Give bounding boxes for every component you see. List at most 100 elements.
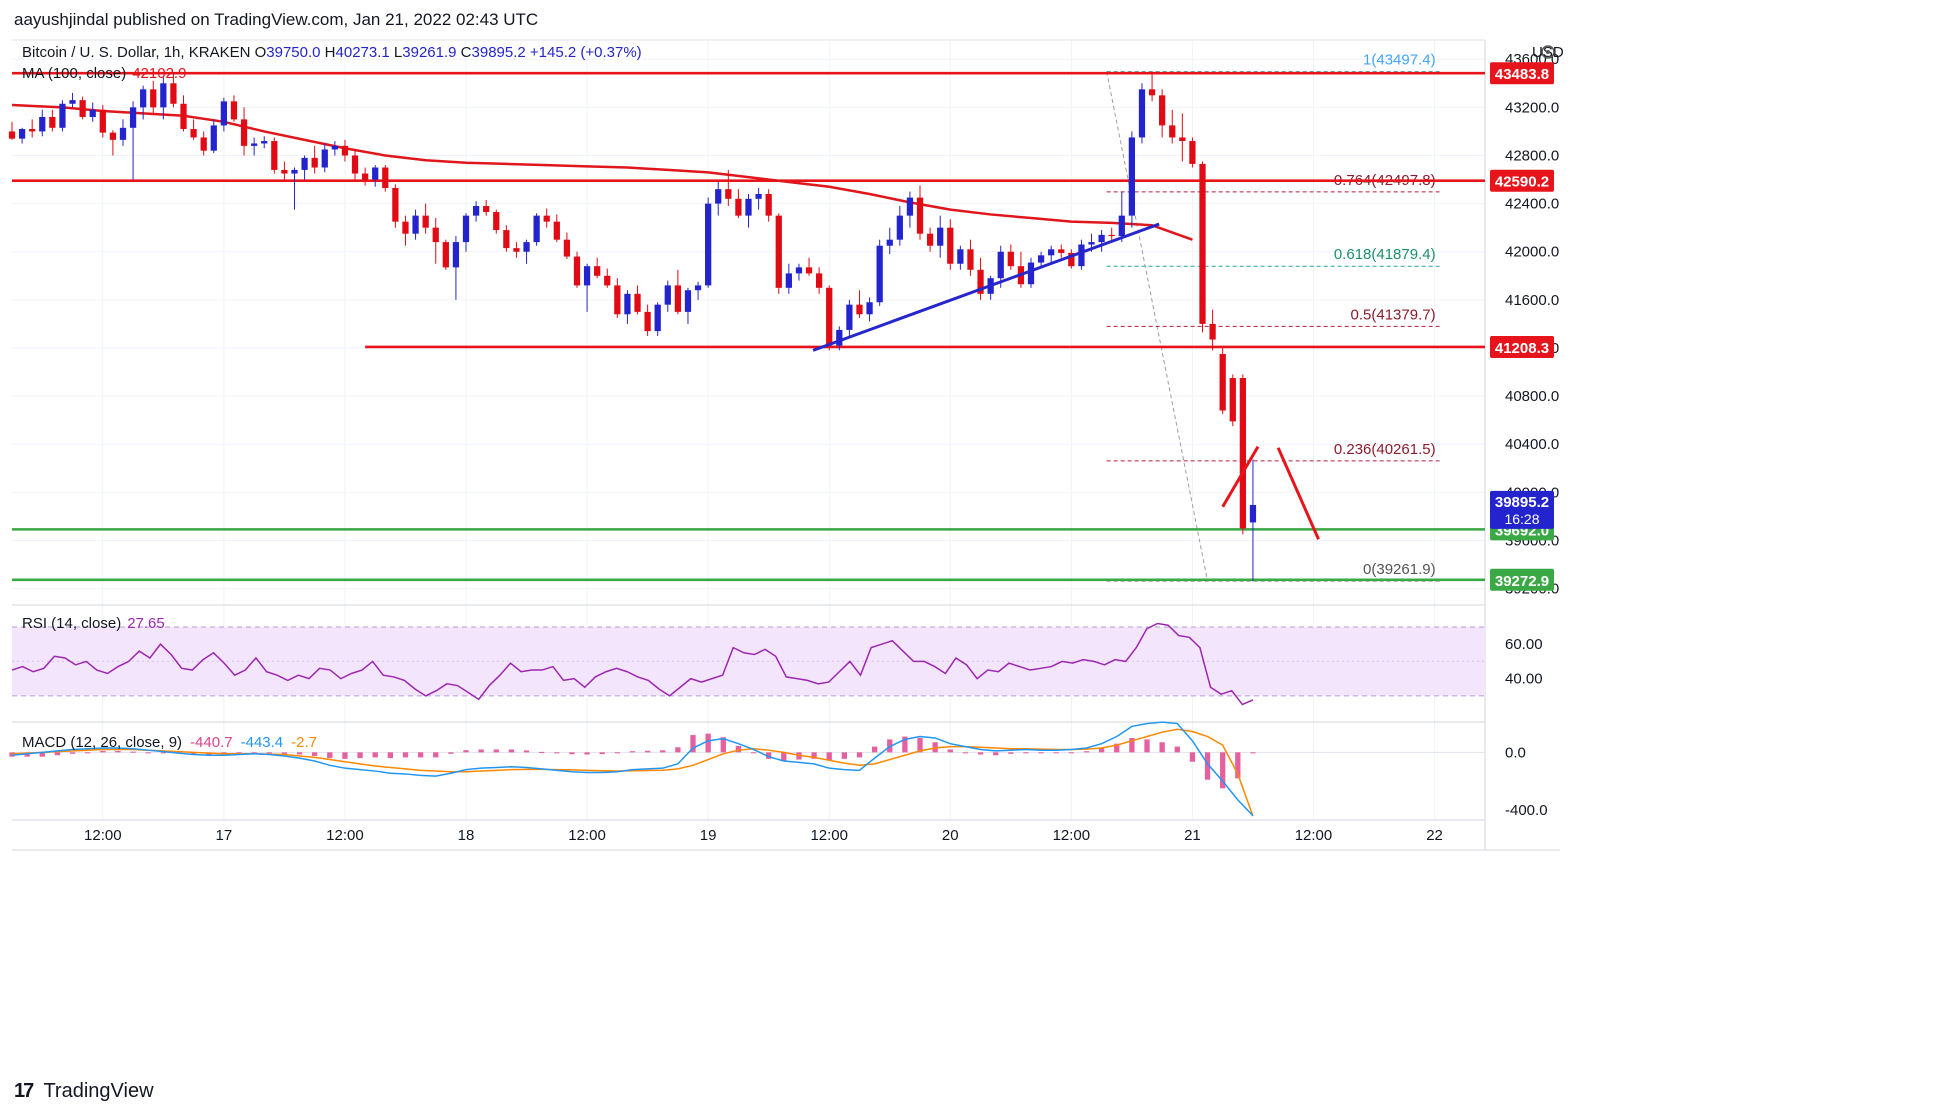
candle[interactable]	[49, 109, 56, 132]
candle[interactable]	[563, 232, 571, 259]
candle[interactable]	[735, 189, 742, 219]
candle[interactable]	[805, 257, 813, 276]
candle[interactable]	[462, 213, 470, 252]
candle[interactable]	[513, 242, 520, 258]
candle[interactable]	[906, 191, 914, 228]
candle[interactable]	[170, 73, 177, 108]
candle[interactable]	[271, 137, 278, 174]
candle[interactable]	[140, 85, 147, 120]
resistance-price-tag[interactable]: 43483.8	[1490, 62, 1554, 85]
symbol-legend[interactable]: Bitcoin / U. S. Dollar, 1h, KRAKEN O3975…	[22, 44, 642, 61]
candle[interactable]	[755, 187, 762, 210]
candle[interactable]	[160, 76, 167, 120]
candle[interactable]	[372, 165, 379, 187]
candle[interactable]	[240, 107, 248, 156]
candle[interactable]	[281, 161, 288, 180]
candle[interactable]	[705, 197, 712, 288]
candle[interactable]	[1229, 374, 1236, 427]
candle[interactable]	[937, 215, 944, 258]
tradingview-brand[interactable]: 17 TradingView	[14, 1080, 154, 1103]
candle[interactable]	[412, 209, 419, 240]
candle[interactable]	[59, 100, 66, 132]
candle[interactable]	[220, 97, 227, 132]
candle[interactable]	[523, 239, 530, 264]
candle[interactable]	[916, 185, 924, 240]
candle[interactable]	[604, 268, 611, 288]
candle[interactable]	[1017, 251, 1025, 288]
candle[interactable]	[1098, 230, 1105, 252]
candle[interactable]	[1128, 131, 1136, 228]
candle[interactable]	[1138, 83, 1146, 144]
candle[interactable]	[1209, 309, 1216, 351]
candle[interactable]	[109, 130, 117, 156]
candle[interactable]	[503, 225, 510, 252]
candle[interactable]	[947, 219, 954, 270]
candle[interactable]	[553, 214, 560, 243]
candle[interactable]	[775, 213, 782, 294]
candle[interactable]	[614, 278, 621, 318]
candle[interactable]	[684, 287, 692, 324]
candle[interactable]	[119, 119, 127, 146]
projection-segment[interactable]	[1221, 445, 1260, 508]
candle[interactable]	[190, 119, 197, 140]
candle[interactable]	[1058, 244, 1065, 258]
candle[interactable]	[856, 290, 863, 318]
candle[interactable]	[251, 137, 258, 156]
candle[interactable]	[674, 269, 682, 315]
candle[interactable]	[150, 80, 157, 114]
candle[interactable]	[745, 193, 752, 228]
candle[interactable]	[291, 167, 298, 210]
candle[interactable]	[654, 302, 661, 336]
candle[interactable]	[442, 239, 449, 270]
candle[interactable]	[896, 206, 903, 246]
candle[interactable]	[39, 109, 46, 137]
candle[interactable]	[422, 203, 429, 234]
candle[interactable]	[1037, 251, 1045, 267]
candle[interactable]	[876, 239, 883, 306]
candle[interactable]	[644, 304, 651, 336]
candle[interactable]	[493, 209, 500, 234]
candle[interactable]	[79, 96, 86, 120]
candle[interactable]	[331, 141, 338, 156]
candle[interactable]	[89, 102, 96, 122]
ma-legend[interactable]: MA (100, close) 42102.9	[22, 65, 186, 82]
candle[interactable]	[230, 95, 238, 122]
candle[interactable]	[1108, 227, 1115, 243]
candle[interactable]	[69, 92, 76, 108]
candle[interactable]	[180, 95, 187, 132]
candle[interactable]	[402, 215, 409, 246]
candle[interactable]	[795, 263, 803, 281]
candle[interactable]	[967, 239, 974, 276]
candle[interactable]	[815, 267, 823, 294]
candle[interactable]	[483, 199, 490, 216]
candle[interactable]	[886, 227, 893, 255]
candle[interactable]	[1159, 89, 1166, 138]
candle[interactable]	[1189, 137, 1196, 168]
candle[interactable]	[926, 227, 934, 252]
candle[interactable]	[846, 299, 853, 336]
candle[interactable]	[1078, 239, 1085, 270]
candle[interactable]	[1219, 347, 1226, 415]
candle[interactable]	[8, 121, 16, 140]
candle[interactable]	[210, 119, 217, 154]
candle[interactable]	[634, 285, 641, 315]
candle[interactable]	[472, 201, 480, 222]
candle[interactable]	[1048, 245, 1055, 264]
candle[interactable]	[725, 169, 732, 207]
candle[interactable]	[826, 285, 833, 351]
candle[interactable]	[1148, 71, 1156, 102]
candle[interactable]	[836, 326, 843, 351]
candle[interactable]	[715, 181, 722, 216]
candle[interactable]	[533, 213, 540, 246]
candle[interactable]	[361, 167, 369, 186]
macd-legend[interactable]: MACD (12, 26, close, 9) -440.7 -443.4 -2.7	[22, 734, 317, 751]
candle[interactable]	[341, 139, 349, 162]
rising-trendline[interactable]	[812, 222, 1160, 352]
candle[interactable]	[583, 263, 591, 312]
candle[interactable]	[1068, 249, 1075, 269]
candle[interactable]	[392, 184, 399, 228]
candle[interactable]	[200, 131, 207, 156]
candle[interactable]	[594, 257, 601, 279]
candle[interactable]	[18, 127, 26, 144]
candle[interactable]	[432, 218, 439, 264]
